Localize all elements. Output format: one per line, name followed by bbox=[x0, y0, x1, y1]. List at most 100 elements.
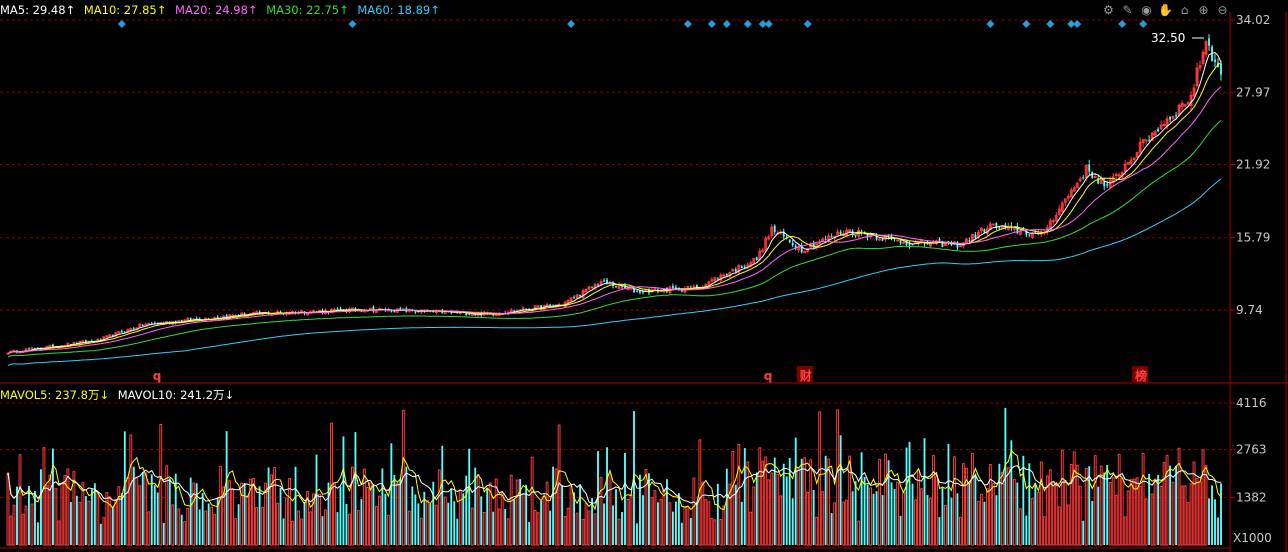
candle-body bbox=[111, 334, 114, 337]
candle-body bbox=[1175, 114, 1178, 117]
candle-body bbox=[782, 231, 785, 237]
candle-body bbox=[573, 297, 575, 299]
volume-bar bbox=[1198, 481, 1202, 546]
candle-body bbox=[138, 323, 142, 328]
volume-bar bbox=[279, 487, 282, 545]
volume-bar bbox=[42, 447, 46, 546]
volume-bar bbox=[441, 445, 444, 545]
volume-bar bbox=[99, 523, 102, 545]
zoom-out-icon[interactable]: ⊖ bbox=[1217, 3, 1228, 17]
volume-bar bbox=[509, 474, 513, 546]
candle-body bbox=[926, 242, 929, 245]
volume-bar bbox=[399, 478, 402, 545]
volume-bar bbox=[434, 504, 438, 546]
volume-bar bbox=[462, 493, 465, 545]
volume-bar bbox=[608, 473, 612, 546]
volume-bar bbox=[504, 508, 507, 545]
volume-bar bbox=[456, 518, 459, 545]
volume-bar bbox=[237, 504, 240, 545]
volume-bar bbox=[970, 452, 974, 546]
volume-bar bbox=[386, 514, 390, 546]
volume-bar bbox=[941, 487, 944, 545]
candle-body bbox=[1088, 164, 1091, 172]
volume-bar bbox=[81, 482, 85, 546]
candle-body bbox=[1012, 227, 1016, 230]
candle-body bbox=[680, 290, 683, 292]
candle-body bbox=[1057, 208, 1061, 215]
volume-bar bbox=[1120, 477, 1124, 546]
volume-bar bbox=[1022, 455, 1025, 545]
volume-bar bbox=[639, 474, 641, 545]
lock-icon[interactable]: ⌂ bbox=[1180, 3, 1189, 17]
candle-body bbox=[584, 288, 588, 293]
candle-body bbox=[636, 291, 638, 293]
hand-icon[interactable]: ✋ bbox=[1158, 3, 1173, 17]
volume-bar bbox=[695, 502, 698, 545]
candle-body bbox=[722, 274, 726, 277]
candle-body bbox=[1126, 161, 1130, 165]
volume-bar bbox=[141, 472, 144, 545]
volume-bar bbox=[1175, 465, 1178, 545]
volume-bar bbox=[348, 513, 351, 546]
volume-bar bbox=[1162, 461, 1166, 546]
candle-body bbox=[540, 305, 543, 310]
event-marker bbox=[803, 20, 812, 28]
pen-icon[interactable]: ✎ bbox=[1122, 3, 1133, 17]
volume-bar bbox=[423, 491, 426, 545]
candle-body bbox=[549, 304, 552, 306]
candle-body bbox=[1084, 164, 1088, 178]
volume-bar bbox=[126, 477, 130, 546]
volume-bar bbox=[540, 500, 543, 545]
candle-body bbox=[279, 311, 282, 313]
volume-bar bbox=[812, 490, 815, 545]
volume-bar bbox=[917, 469, 920, 546]
mavol5-label: MAVOL5: 237.8万↓ bbox=[0, 388, 110, 402]
volume-bar bbox=[12, 504, 16, 546]
volume-bar bbox=[1099, 465, 1103, 546]
volume-bar bbox=[1153, 478, 1157, 546]
volume-bar bbox=[1072, 451, 1076, 546]
candle-body bbox=[399, 308, 402, 310]
eye-icon[interactable]: ◉ bbox=[1141, 3, 1152, 17]
ma5-line bbox=[7, 52, 1222, 354]
price-tick-label: 27.97 bbox=[1236, 85, 1270, 99]
candle-body bbox=[144, 323, 148, 326]
event-marker bbox=[1118, 20, 1127, 28]
candle-body bbox=[830, 236, 833, 238]
candle-body bbox=[513, 310, 516, 312]
volume-bar bbox=[1000, 471, 1004, 546]
volume-bar bbox=[180, 514, 183, 545]
volume-bar bbox=[255, 507, 259, 546]
volume-bar bbox=[246, 495, 250, 546]
gear-icon[interactable]: ⚙ bbox=[1103, 3, 1114, 17]
candle-body bbox=[1192, 87, 1196, 97]
volume-bar bbox=[1108, 481, 1112, 546]
volume-bar bbox=[189, 477, 192, 545]
candle-body bbox=[1150, 132, 1154, 141]
candle-body bbox=[1186, 102, 1190, 105]
candle-body bbox=[579, 295, 581, 297]
candle-body bbox=[1214, 59, 1216, 62]
candle-body bbox=[597, 284, 599, 286]
volume-bar bbox=[731, 450, 735, 546]
volume-bar bbox=[1135, 477, 1139, 546]
volume-bar bbox=[219, 465, 223, 546]
volume-bar bbox=[962, 463, 965, 546]
volume-bar bbox=[1069, 463, 1073, 546]
volume-bar bbox=[138, 485, 142, 546]
zoom-in-icon[interactable]: ⊕ bbox=[1198, 3, 1209, 17]
volume-bar bbox=[117, 486, 121, 546]
volume-bar bbox=[926, 494, 929, 545]
volume-bar bbox=[587, 510, 591, 546]
volume-bar bbox=[234, 518, 238, 546]
candle-body bbox=[1153, 131, 1157, 136]
candle-body bbox=[725, 273, 728, 276]
volume-bar bbox=[938, 517, 941, 545]
price-tick-label: 9.74 bbox=[1236, 303, 1263, 317]
volume-bar bbox=[633, 411, 635, 545]
volume-bar bbox=[929, 497, 932, 546]
volume-bar bbox=[776, 474, 780, 546]
candle-body bbox=[803, 250, 807, 254]
candle-body bbox=[1025, 231, 1028, 235]
